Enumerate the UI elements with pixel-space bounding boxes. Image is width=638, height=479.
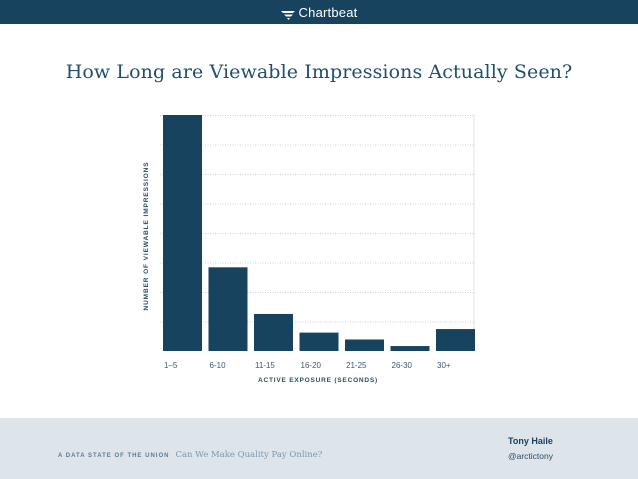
x-tick-label: 11-15 (255, 361, 275, 370)
bar-2 (209, 267, 248, 351)
x-axis-title: ACTIVE EXPOSURE (SECONDS) (258, 377, 378, 384)
footer-series: A DATA STATE OF THE UNION Can We Make Qu… (58, 450, 322, 460)
x-tick-labels: 1–5 6-10 11-15 16-20 21-25 26-30 30+ (164, 361, 451, 370)
author-name: Tony Haile (508, 436, 553, 446)
series-label: A DATA STATE OF THE UNION (58, 453, 169, 459)
bar-5 (345, 339, 384, 351)
bar-6 (391, 346, 430, 351)
bar-chart: 1–5 6-10 11-15 16-20 21-25 26-30 30+ NUMBER OF… (0, 0, 638, 418)
x-tick-label: 26-30 (392, 361, 413, 370)
bar-3 (254, 314, 293, 351)
x-tick-label: 6-10 (210, 361, 227, 370)
bar-7 (436, 329, 475, 351)
footer: A DATA STATE OF THE UNION Can We Make Qu… (0, 418, 638, 479)
bar-4 (300, 333, 339, 351)
bar-1 (163, 115, 202, 351)
x-tick-label: 1–5 (164, 361, 178, 370)
deck-title: Can We Make Quality Pay Online? (175, 450, 322, 460)
chart-bars (163, 115, 475, 351)
x-tick-label: 16-20 (301, 361, 322, 370)
author-handle: @arctictony (508, 451, 553, 461)
y-axis-title: NUMBER OF VIEWABLE IMPRESSIONS (143, 161, 150, 310)
chart-grid (160, 115, 474, 351)
x-tick-label: 30+ (437, 361, 451, 370)
x-tick-label: 21-25 (346, 361, 367, 370)
